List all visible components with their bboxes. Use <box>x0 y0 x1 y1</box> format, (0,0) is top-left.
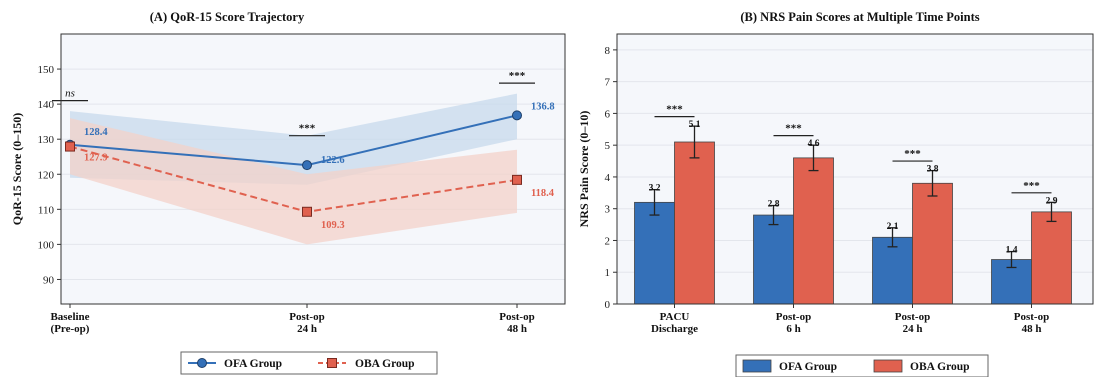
data-label: 109.3 <box>321 220 345 231</box>
legend-swatch-marker <box>197 358 207 368</box>
legend-label: OFA Group <box>224 358 282 370</box>
y-tick-label: 130 <box>38 134 55 146</box>
significance-label: *** <box>1023 180 1040 192</box>
chart-a-value-labels: 128.4 122.6 136.8 127.9 109.3 118.4 <box>84 101 555 230</box>
chart-b-value-labels: 3.2 2.8 2.1 1.4 5.1 4.6 3.8 2.9 <box>649 120 1058 255</box>
significance-label: *** <box>509 70 526 82</box>
y-tick-label: 4 <box>605 172 611 184</box>
y-tick-label: 6 <box>605 108 611 120</box>
x-tick-label: Post-op <box>499 311 534 323</box>
legend-swatch <box>742 359 772 373</box>
bar <box>634 201 675 305</box>
bar <box>1031 211 1072 305</box>
bar <box>674 141 715 305</box>
legend-swatch-marker <box>327 358 337 368</box>
x-tick-label: (Pre-op) <box>51 323 90 335</box>
data-point <box>302 206 312 217</box>
x-tick-label: Baseline <box>50 311 89 323</box>
chart-a-y-axis-label: QoR-15 Score (0–150) <box>10 113 24 225</box>
bar <box>912 182 953 305</box>
chart-b-y-axis-label: NRS Pain Score (0–10) <box>577 111 591 228</box>
y-tick-label: 100 <box>38 239 55 251</box>
x-tick-label: Discharge <box>651 323 698 335</box>
chart-b: (B) NRS Pain Scores at Multiple Time Poi… <box>577 10 1094 378</box>
y-tick-label: 2 <box>605 235 611 247</box>
chart-b-error-bars <box>649 125 1057 269</box>
data-label: 128.4 <box>84 127 108 138</box>
x-tick-label: 48 h <box>507 323 527 335</box>
chart-a-title: (A) QoR-15 Score Trajectory <box>150 10 305 24</box>
legend-label: OFA Group <box>779 361 837 373</box>
data-label: 3.2 <box>649 184 661 194</box>
chart-a-y-ticks: 90 100 110 120 130 140 150 <box>38 64 61 286</box>
legend-label: OBA Group <box>910 361 970 373</box>
chart-a-points <box>65 110 522 217</box>
data-label: 118.4 <box>531 188 555 199</box>
x-tick-label: Post-op <box>895 311 930 323</box>
data-label: 136.8 <box>531 101 555 112</box>
y-tick-label: 110 <box>38 204 55 216</box>
chart-a-significance: ns *** *** <box>52 70 535 137</box>
legend-box <box>180 351 438 375</box>
y-tick-label: 5 <box>605 140 611 152</box>
x-tick-label: Post-op <box>289 311 324 323</box>
significance-label: *** <box>666 104 683 116</box>
significance-label: *** <box>299 123 316 135</box>
x-tick-label: PACU <box>660 311 690 323</box>
y-tick-label: 8 <box>605 45 611 57</box>
chart-b-legend: OFA Group OBA Group <box>735 354 989 378</box>
legend-label: OBA Group <box>355 358 415 370</box>
data-point <box>512 110 522 121</box>
x-tick-label: Post-op <box>776 311 811 323</box>
significance-label: *** <box>785 123 802 135</box>
y-tick-label: 90 <box>43 274 55 286</box>
y-tick-label: 150 <box>38 64 55 76</box>
data-label: 2.9 <box>1046 196 1058 206</box>
confidence-band <box>70 118 517 245</box>
chart-a-legend: OFA Group OBA Group <box>180 351 438 375</box>
bar <box>793 157 834 305</box>
data-label: 2.8 <box>768 200 780 210</box>
y-tick-label: 0 <box>605 299 611 311</box>
chart-b-y-ticks: 0 1 2 3 4 5 6 7 8 <box>605 45 617 311</box>
y-tick-label: 3 <box>605 204 611 216</box>
data-label: 122.6 <box>321 155 345 166</box>
data-point <box>65 141 75 152</box>
bar <box>872 236 913 305</box>
data-label: 127.9 <box>84 153 108 164</box>
data-point <box>512 174 522 185</box>
chart-b-title: (B) NRS Pain Scores at Multiple Time Poi… <box>740 10 979 24</box>
y-tick-label: 7 <box>605 77 611 89</box>
chart-a: (A) QoR-15 Score Trajectory 128.4 122.6 13… <box>10 10 566 375</box>
chart-b-frame <box>616 33 1094 305</box>
y-tick-label: 140 <box>38 99 55 111</box>
chart-b-bars <box>634 141 1072 305</box>
x-tick-label: 48 h <box>1022 323 1042 335</box>
x-tick-label: Post-op <box>1014 311 1049 323</box>
data-label: 5.1 <box>689 120 701 130</box>
x-tick-label: 24 h <box>297 323 317 335</box>
significance-label: ns <box>65 88 75 100</box>
legend-swatch <box>873 359 903 373</box>
data-label: 3.8 <box>927 165 939 175</box>
y-tick-label: 120 <box>38 169 55 181</box>
chart-a-frame <box>60 33 566 305</box>
data-label: 2.1 <box>887 222 899 232</box>
data-label: 4.6 <box>808 139 820 149</box>
data-point <box>302 160 312 171</box>
x-tick-label: 24 h <box>903 323 923 335</box>
significance-label: *** <box>904 148 921 160</box>
chart-b-significance: *** *** *** *** <box>654 104 1052 194</box>
data-label: 1.4 <box>1006 246 1018 256</box>
y-tick-label: 1 <box>605 267 611 279</box>
x-tick-label: 6 h <box>786 323 800 335</box>
chart-a-confidence-bands <box>70 93 517 245</box>
bar <box>753 214 794 305</box>
